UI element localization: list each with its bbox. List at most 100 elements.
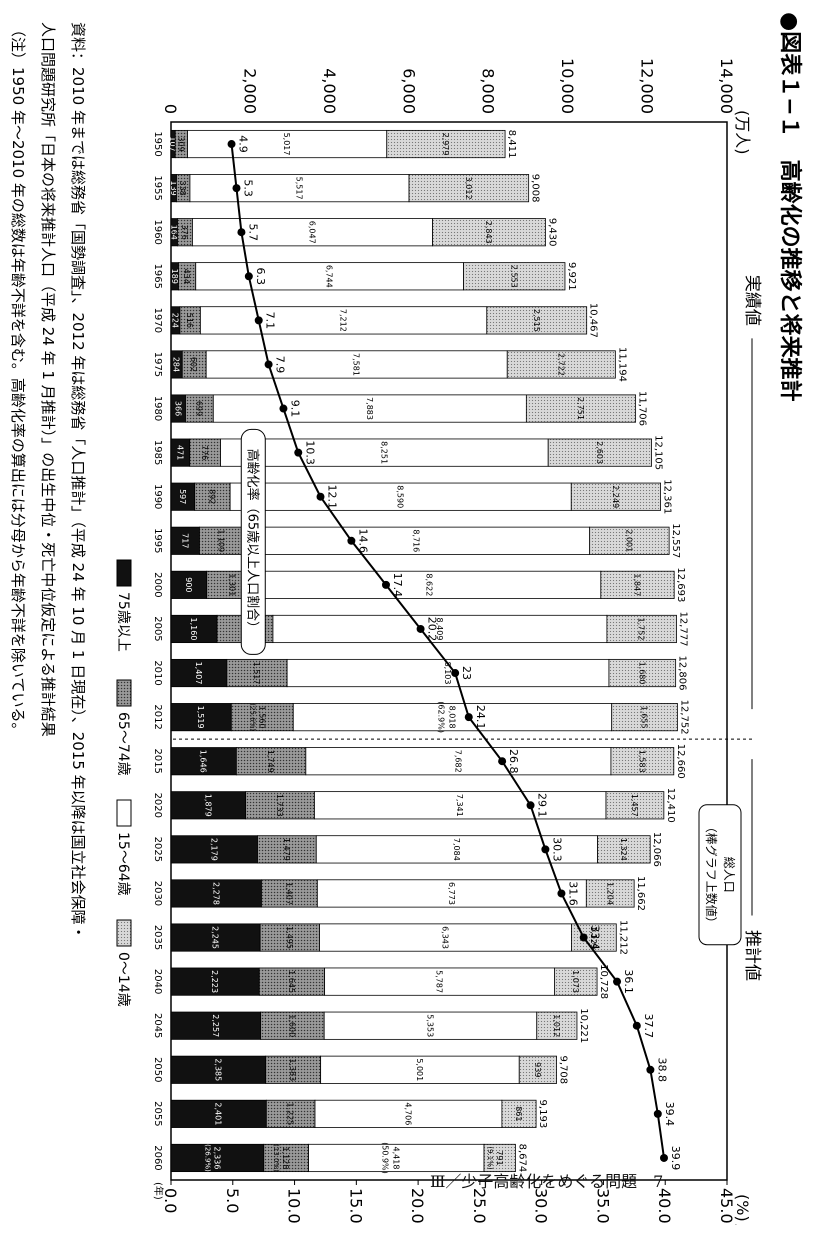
bar-value-label: 1,128 — [281, 1147, 290, 1170]
bar-value-label: 8,622 — [425, 573, 434, 596]
bar-value-label: 1,519 — [196, 706, 205, 729]
bar-value-label: 2,278 — [211, 882, 220, 905]
bar-014 — [486, 306, 588, 335]
bar-value-label: 5,517 — [294, 177, 303, 200]
aging-rate-label: 7.9 — [274, 356, 287, 374]
bar-014 — [611, 703, 678, 732]
aging-rate-label: 5.7 — [246, 223, 259, 241]
bar-value-label: 1,749 — [266, 750, 275, 773]
pct-2060-014: (9.1%) — [486, 1146, 494, 1170]
right-tick-label: 10.0 — [285, 1188, 304, 1224]
bar-value-label: 2,603 — [595, 441, 604, 464]
decorative-dot: · — [735, 1222, 737, 1229]
aging-rate-point — [498, 757, 507, 766]
bar-value-label: 376 — [180, 225, 189, 240]
aging-rate-label: 5.3 — [241, 179, 254, 197]
aging-rate-point — [232, 184, 241, 193]
bar-value-label: 1,680 — [637, 662, 646, 685]
aging-rate-point — [579, 933, 588, 942]
aging-rate-callout: 高齢化率（65歳以上人口割合） — [244, 449, 260, 635]
x-tick-label: 2010 — [152, 660, 163, 685]
bar-014 — [608, 658, 677, 688]
aging-rate-label: 33.4 — [589, 925, 602, 950]
aging-rate-point — [659, 1153, 668, 1162]
bar-value-label: 6,343 — [440, 926, 449, 949]
bar-value-label: 2,515 — [532, 309, 541, 332]
bar-014 — [536, 1011, 578, 1040]
x-tick-label: 2040 — [152, 969, 163, 994]
bar-value-label: 6,773 — [447, 882, 456, 905]
bar-014 — [432, 218, 546, 247]
total-label: 10,467 — [588, 303, 599, 338]
bar-014 — [501, 1099, 537, 1128]
bar-value-label: 2,249 — [611, 485, 620, 508]
aging-rate-point — [557, 889, 566, 898]
aging-rate-label: 23 — [460, 666, 473, 680]
aging-rate-point — [646, 1065, 655, 1074]
bar-value-label: 939 — [533, 1062, 542, 1077]
total-label: 12,105 — [653, 435, 664, 470]
x-tick-label: 2012 — [152, 704, 163, 729]
x-tick-label: 2050 — [152, 1057, 163, 1082]
x-tick-label: 1955 — [152, 175, 163, 200]
bar-value-label: 338 — [178, 180, 187, 195]
bar-value-label: 189 — [170, 269, 179, 284]
bar-value-label: 1,752 — [637, 618, 646, 641]
legend-swatch — [116, 799, 132, 827]
x-tick-label: 2020 — [152, 793, 163, 818]
source-note: 人口問題研究所「日本の将来推計人口（平成 24 年 1 月推計）」の出生中位・死… — [39, 22, 57, 737]
aging-rate-label: 24.1 — [474, 705, 487, 730]
right-tick-label: 20.0 — [408, 1188, 427, 1224]
bar-value-label: 6,744 — [325, 265, 334, 288]
left-tick-label: 14,000 — [717, 58, 736, 114]
bar-value-label: 107 — [168, 136, 177, 151]
bar-value-label: 2,722 — [556, 353, 565, 376]
projection-values-label: 推計値 — [742, 930, 762, 981]
bar-value-label: 516 — [185, 313, 194, 328]
bar-value-label: 597 — [178, 489, 187, 504]
aging-rate-point — [254, 316, 263, 325]
bar-014 — [547, 438, 652, 467]
aging-rate-label: 12.1 — [326, 484, 339, 509]
right-axis-unit: (%) — [733, 1194, 752, 1222]
aging-rate-point — [526, 801, 535, 810]
bar-value-label: 8,103 — [443, 662, 452, 685]
bar-value-label: 1,645 — [287, 970, 296, 993]
pct-2060-75: (26.9%) — [203, 1144, 211, 1172]
bar-014 — [518, 1055, 557, 1084]
left-tick-label: 0 — [161, 104, 180, 114]
aging-rate-point — [381, 580, 390, 589]
right-tick-label: 40.0 — [655, 1188, 674, 1224]
aging-rate-callout-box — [240, 428, 266, 655]
right-tick-label: 0.0 — [161, 1188, 180, 1213]
notes-group: 資料：2010 年までは総務省「国勢調査」、2012 年は総務省「人口推計」（平… — [9, 22, 87, 940]
aging-rate-label: 31.6 — [566, 881, 579, 906]
bar-value-label: 2,223 — [210, 970, 219, 993]
bar-value-label: 717 — [180, 533, 189, 548]
bar-014 — [525, 394, 637, 423]
legend-label: 65〜74歳 — [115, 712, 131, 776]
x-tick-label: 1995 — [152, 528, 163, 553]
right-tick-label: 35.0 — [593, 1188, 612, 1224]
total-callout-line2: （棒グラフ上数値） — [704, 821, 719, 929]
left-tick-label: 6,000 — [399, 68, 418, 114]
bar-value-label: 2,257 — [211, 1014, 220, 1037]
right-tick-label: 15.0 — [346, 1188, 365, 1224]
x-tick-label: 1970 — [152, 308, 163, 333]
x-tick-label: 1985 — [152, 440, 163, 465]
total-callout-line1: 総人口 — [722, 857, 736, 893]
bar-value-label: 2,843 — [484, 221, 493, 244]
total-label: 9,921 — [566, 262, 577, 291]
bar-value-label: 8,409 — [435, 618, 444, 641]
total-label: 9,008 — [530, 174, 541, 203]
aging-rate-label: 39.4 — [663, 1102, 676, 1127]
bar-value-label: 1,407 — [284, 882, 293, 905]
bar-value-label: 2,979 — [441, 133, 450, 156]
bar-value-label: 8,716 — [412, 529, 421, 552]
aging-rate-path — [230, 143, 665, 1159]
total-label: 9,708 — [558, 1055, 569, 1084]
bar-value-label: 602 — [189, 357, 198, 372]
bar-value-label: 861 — [514, 1106, 523, 1121]
total-label: 12,806 — [677, 656, 688, 691]
